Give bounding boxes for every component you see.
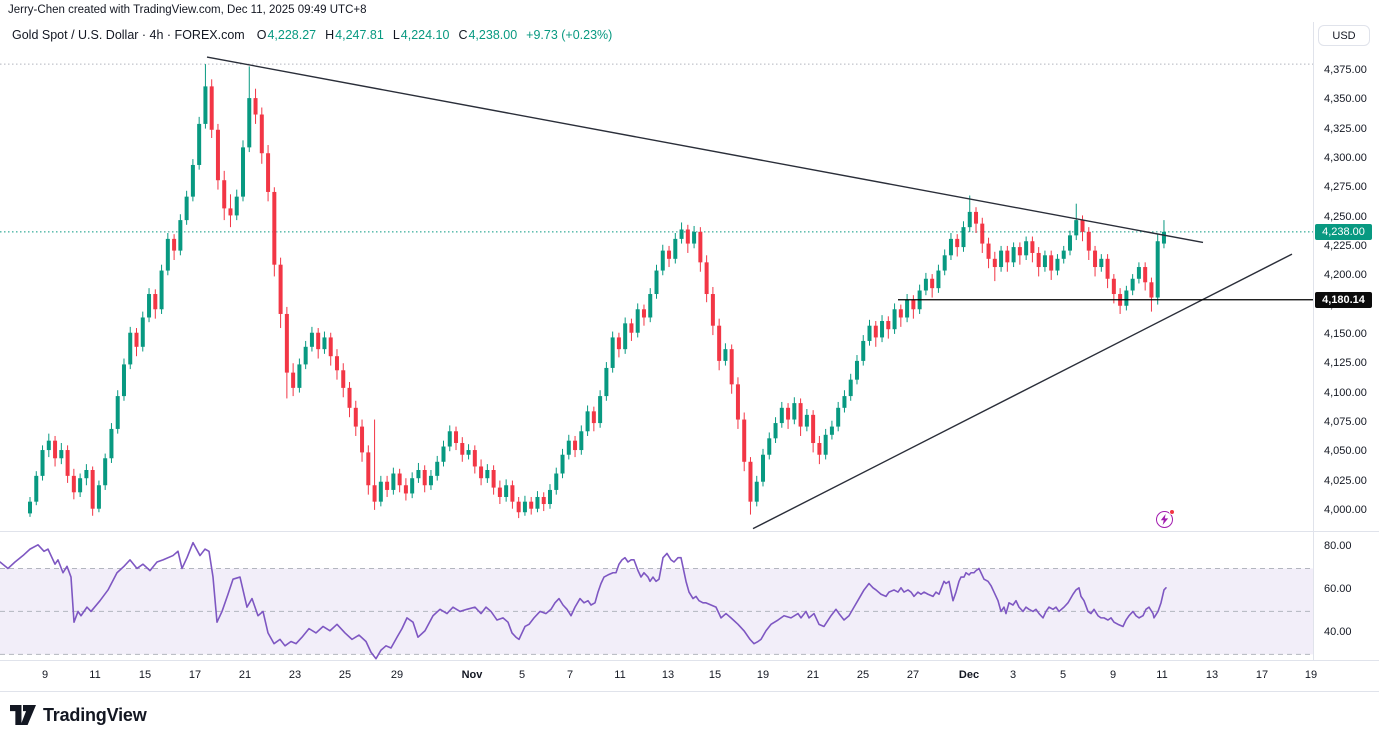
lightning-icon [1160, 514, 1169, 525]
time-axis-label: 7 [566, 669, 574, 681]
price-axis-label: 4,375.00 [1324, 64, 1367, 77]
price-axis-separator [1313, 22, 1314, 660]
close-label: C [458, 28, 468, 42]
price-axis-label: 4,050.00 [1324, 445, 1367, 458]
close-value: 4,238.00 [468, 28, 518, 42]
attribution-text: Jerry-Chen created with TradingView.com,… [8, 4, 367, 16]
rsi-axis-label: 80.00 [1324, 539, 1352, 552]
price-axis[interactable]: 4,375.00 4,350.00 4,325.00 4,300.00 4,275.00… [1313, 50, 1379, 660]
events-flash-icon[interactable] [1156, 509, 1175, 528]
high-value: 4,247.81 [335, 28, 384, 42]
time-axis-label: 21 [238, 669, 252, 681]
alert-dot [1169, 509, 1175, 515]
change-value: +9.73 (+0.23%) [526, 28, 613, 42]
time-axis-label: 17 [188, 669, 202, 681]
price-axis-label: 4,150.00 [1324, 328, 1367, 341]
price-axis-label: 4,075.00 [1324, 416, 1367, 429]
price-axis-label: 4,225.00 [1324, 240, 1367, 253]
price-axis-label: 4,125.00 [1324, 357, 1367, 370]
low-label: L [392, 28, 400, 42]
time-axis-separator [0, 660, 1379, 661]
time-axis-label: 11 [89, 669, 101, 681]
symbol-title: Gold Spot / U.S. Dollar · 4h · FOREX.com [12, 28, 245, 42]
price-axis-label: 4,100.00 [1324, 386, 1367, 399]
time-axis-label: 3 [1009, 669, 1017, 681]
time-axis-label: 23 [288, 669, 302, 681]
widget-bottom-border [0, 691, 1379, 692]
time-axis-label: Dec [958, 669, 980, 681]
rsi-axis-label: 40.00 [1324, 625, 1352, 638]
time-axis-label: 19 [1304, 669, 1318, 681]
price-axis-label: 4,275.00 [1324, 181, 1367, 194]
open-value: 4,228.27 [267, 28, 317, 42]
trendline-descending[interactable] [206, 56, 1204, 244]
rsi-line [0, 541, 1167, 660]
time-axis-label: 9 [41, 669, 49, 681]
price-axis-label: 4,025.00 [1324, 474, 1367, 487]
candles-series [28, 64, 1166, 519]
time-axis-label: 15 [708, 669, 722, 681]
time-axis-label: 21 [806, 669, 820, 681]
high-label: H [325, 28, 335, 42]
time-axis-label: 13 [1205, 669, 1219, 681]
price-axis-label: 4,350.00 [1324, 93, 1367, 106]
currency-button[interactable]: USD [1318, 25, 1370, 46]
time-axis-label: 9 [1109, 669, 1117, 681]
time-axis-label: 11 [614, 669, 626, 681]
time-axis[interactable]: 9 11 15 17 21 23 25 29 Nov 5 7 11 13 15 19 21 25 27 Dec 3 5 9… [0, 661, 1317, 690]
time-axis-label: 27 [906, 669, 920, 681]
current-price-badge: 4,238.00 [1315, 223, 1372, 240]
time-axis-label: 5 [1059, 669, 1067, 681]
time-axis-label: 17 [1255, 669, 1269, 681]
tradingview-logo[interactable]: TradingView [10, 704, 147, 726]
ohlc-values: O 4,228.27 H 4,247.81 L 4,224.10 C 4,238.00 … [257, 28, 613, 42]
tradingview-logo-mark [10, 705, 36, 725]
price-axis-label: 4,250.00 [1324, 210, 1367, 223]
tradingview-logo-text: TradingView [43, 704, 147, 725]
price-axis-label: 4,000.00 [1324, 504, 1367, 517]
time-axis-label: Nov [461, 669, 483, 681]
chart-header: Gold Spot / U.S. Dollar · 4h · FOREX.com… [12, 28, 612, 42]
price-axis-label: 4,200.00 [1324, 269, 1367, 282]
time-axis-label: 25 [338, 669, 352, 681]
time-axis-label: 15 [138, 669, 152, 681]
time-axis-label: 5 [518, 669, 526, 681]
pane-separator[interactable] [0, 531, 1379, 532]
time-axis-label: 29 [390, 669, 404, 681]
level-price-badge: 4,180.14 [1315, 291, 1372, 308]
open-label: O [256, 28, 267, 42]
rsi-axis-label: 60.00 [1324, 582, 1352, 595]
time-axis-label: 11 [1156, 669, 1168, 681]
trendline-ascending[interactable] [752, 253, 1293, 530]
price-axis-label: 4,300.00 [1324, 152, 1367, 165]
time-axis-label: 13 [661, 669, 675, 681]
low-value: 4,224.10 [400, 28, 450, 42]
price-axis-label: 4,325.00 [1324, 122, 1367, 135]
time-axis-label: 25 [856, 669, 870, 681]
time-axis-label: 19 [756, 669, 770, 681]
